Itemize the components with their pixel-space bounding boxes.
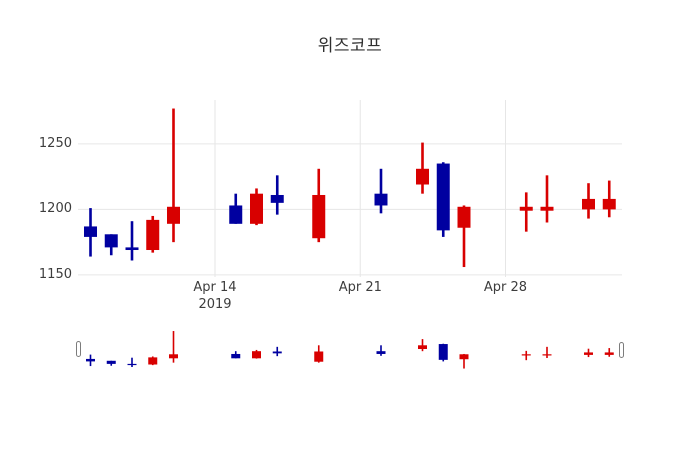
candle-2019-04-12-wick[interactable] xyxy=(172,108,175,243)
candle-2019-04-19[interactable] xyxy=(312,194,326,239)
x-tick-label-apr-21: Apr 21 xyxy=(338,280,382,295)
rangeslider-candle-2019-05-03-wick xyxy=(608,348,611,357)
rangeslider-candle-2019-04-17 xyxy=(272,351,282,354)
rangeslider-candle-2019-04-19 xyxy=(314,351,324,362)
candle-2019-04-25[interactable] xyxy=(436,163,450,231)
candle-2019-04-12[interactable] xyxy=(167,206,180,224)
y-tick-label-1200: 1200 xyxy=(38,201,72,217)
candle-2019-05-03[interactable] xyxy=(602,198,616,210)
candle-2019-04-26[interactable] xyxy=(457,206,471,228)
rangeslider-candle-2019-05-02 xyxy=(584,352,593,355)
candle-2019-04-11[interactable] xyxy=(146,219,160,251)
rangeslider-candle-2019-04-11 xyxy=(148,357,158,365)
candle-2019-04-10-wick[interactable] xyxy=(130,221,134,261)
candle-2019-05-02[interactable] xyxy=(582,198,595,210)
rangeslider-candle-2019-04-29-wick xyxy=(525,350,528,361)
rangeslider-candle-2019-04-16 xyxy=(252,351,261,359)
rangeslider-candle-2019-05-03 xyxy=(604,352,614,355)
candle-2019-04-09[interactable] xyxy=(104,234,118,248)
y-tick-label-1250: 1250 xyxy=(38,135,72,151)
candle-2019-04-16[interactable] xyxy=(250,193,263,224)
candle-2019-04-29[interactable] xyxy=(519,206,533,211)
candle-2019-04-22[interactable] xyxy=(374,193,388,206)
rangeslider-candle-2019-04-30 xyxy=(542,354,552,356)
candle-2019-04-22-wick[interactable] xyxy=(379,168,383,214)
candle-2019-04-26-wick[interactable] xyxy=(462,205,466,268)
candle-2019-04-29-wick[interactable] xyxy=(524,192,528,232)
candle-2019-04-17[interactable] xyxy=(270,194,284,203)
rangeslider-candle-2019-04-24 xyxy=(418,345,427,350)
candle-2019-04-30-wick[interactable] xyxy=(545,175,549,223)
candle-2019-04-17-wick[interactable] xyxy=(275,175,279,215)
rangeslider-candle-2019-04-08 xyxy=(86,358,95,362)
candle-2019-04-30[interactable] xyxy=(540,206,554,211)
candle-2019-04-15[interactable] xyxy=(229,205,243,224)
rangeslider-candle-2019-04-10 xyxy=(127,363,137,366)
rangeslider-candle-2019-04-22-wick xyxy=(380,345,382,356)
candle-2019-04-24[interactable] xyxy=(416,168,429,185)
rangeslider-candle-2019-04-24-wick xyxy=(421,339,424,352)
gridlines xyxy=(78,100,622,277)
candle-2019-04-24-wick[interactable] xyxy=(421,142,424,194)
rangeslider-candle-2019-04-12-wick xyxy=(172,331,175,363)
rangeslider-right-handle[interactable] xyxy=(618,342,624,358)
rangeslider-candle-2019-04-26 xyxy=(459,354,469,360)
rangeslider-left-handle[interactable] xyxy=(75,341,81,357)
rangeslider-candle-2019-04-26-wick xyxy=(463,353,465,369)
rangeslider-candle-2019-04-29 xyxy=(521,354,531,356)
rangeslider-candle-2019-04-15 xyxy=(231,353,241,359)
rangeslider-candle-2019-04-30-wick xyxy=(546,346,548,358)
rangeslider-candle-2019-04-22 xyxy=(376,351,386,354)
main-plot-area[interactable] xyxy=(84,108,616,268)
rangeslider-candle-2019-04-25 xyxy=(438,344,448,360)
y-tick-label-1150: 1150 xyxy=(38,266,72,282)
rangeslider-candle-2019-04-12 xyxy=(169,354,178,359)
rangeslider-candle-2019-04-09 xyxy=(106,360,116,364)
x-tick-label-apr-28: Apr 28 xyxy=(483,280,528,295)
rangeslider-candle-2019-04-10-wick xyxy=(131,357,133,367)
candle-2019-04-08[interactable] xyxy=(84,226,97,237)
chart-title: 위즈코프 xyxy=(317,36,383,56)
candle-2019-04-10[interactable] xyxy=(125,247,139,251)
rangeslider-minichart[interactable] xyxy=(86,331,614,369)
x-tick-label-apr-14: Apr 14 2019 xyxy=(193,280,237,312)
